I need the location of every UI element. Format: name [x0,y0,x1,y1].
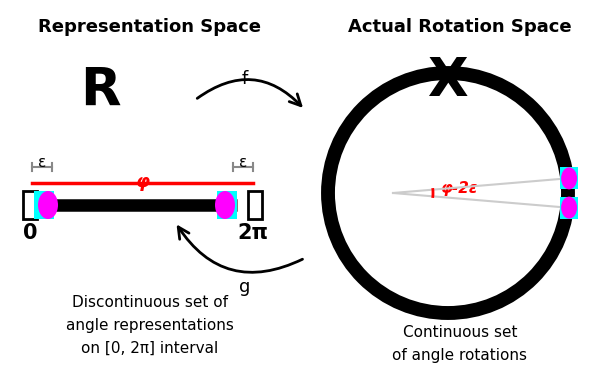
Text: 2π: 2π [237,223,269,243]
Text: on [0, 2π] interval: on [0, 2π] interval [81,341,219,356]
Text: Representation Space: Representation Space [38,18,261,36]
Bar [560,168,578,190]
Text: 0: 0 [23,223,37,243]
Text: ε: ε [239,155,247,170]
Text: of angle rotations: of angle rotations [392,348,527,363]
Bar [34,191,54,219]
Text: g: g [239,278,251,296]
Text: R: R [80,65,120,117]
Text: φ: φ [135,173,150,191]
Text: ε: ε [38,155,46,170]
Text: Actual Rotation Space: Actual Rotation Space [348,18,572,36]
Bar [217,191,237,219]
Text: Continuous set: Continuous set [402,325,517,340]
Bar [23,191,37,219]
Text: Discontinuous set of: Discontinuous set of [72,295,228,310]
Text: f: f [242,70,248,88]
Text: X: X [428,55,468,107]
Bar [248,191,262,219]
Text: angle representations: angle representations [66,318,234,333]
Ellipse shape [38,191,58,219]
Bar [560,196,578,218]
Text: φ-2ε: φ-2ε [441,181,478,195]
Ellipse shape [561,168,577,190]
Ellipse shape [561,196,577,218]
Ellipse shape [215,191,235,219]
